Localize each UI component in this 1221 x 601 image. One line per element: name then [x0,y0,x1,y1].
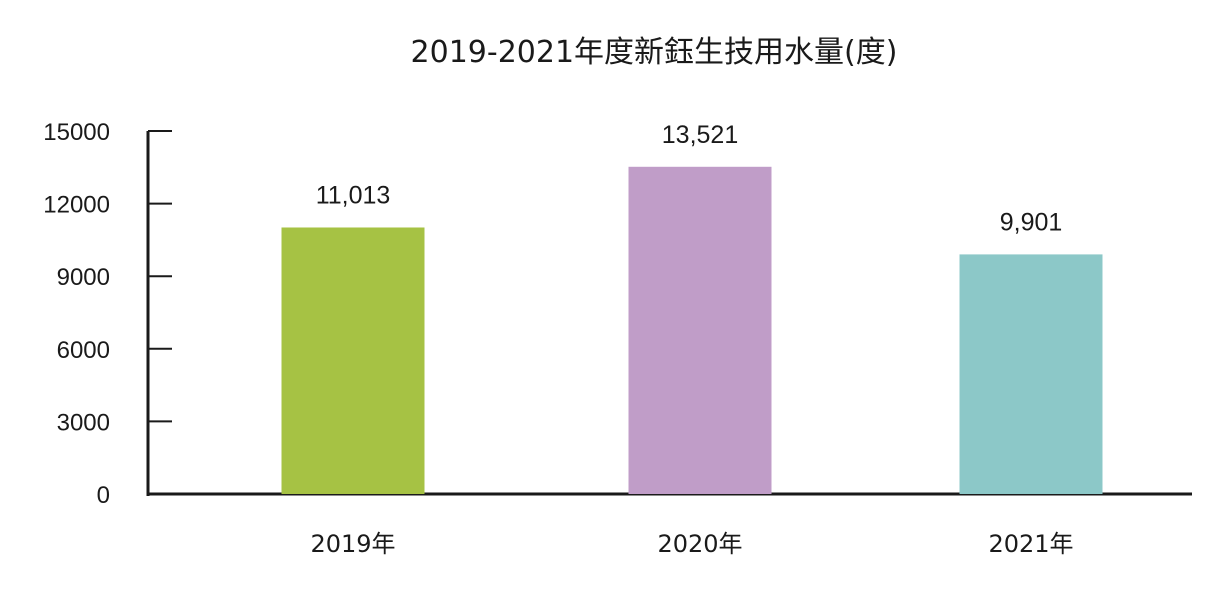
y-tick-label: 6000 [57,337,110,364]
category-labels-group: 2019年 2020年 2021年 [310,530,1073,558]
bar-2020年 [628,166,772,494]
y-tick-label: 12000 [43,192,110,219]
bar-2021年 [959,254,1103,494]
chart-title: 2019-2021年度新鈺生技用水量(度) [411,35,898,70]
x-category-label: 2020年 [657,530,742,558]
value-labels-group: 11,013 13,521 9,901 [316,121,1063,237]
x-category-label: 2019年 [310,530,395,558]
y-tick-label: 3000 [57,409,110,436]
y-tick-label: 9000 [57,264,110,291]
bars-group [281,166,1103,494]
x-category-label: 2021年 [988,530,1073,558]
y-tick-label: 15000 [43,119,110,146]
bar-value-label: 13,521 [662,121,738,149]
bar-2019年 [281,227,425,494]
bar-value-label: 9,901 [1000,208,1063,236]
y-axis: 0 3000 6000 9000 12000 15000 [43,119,172,509]
y-tick-label: 0 [97,482,110,509]
bar-value-label: 11,013 [316,181,391,209]
